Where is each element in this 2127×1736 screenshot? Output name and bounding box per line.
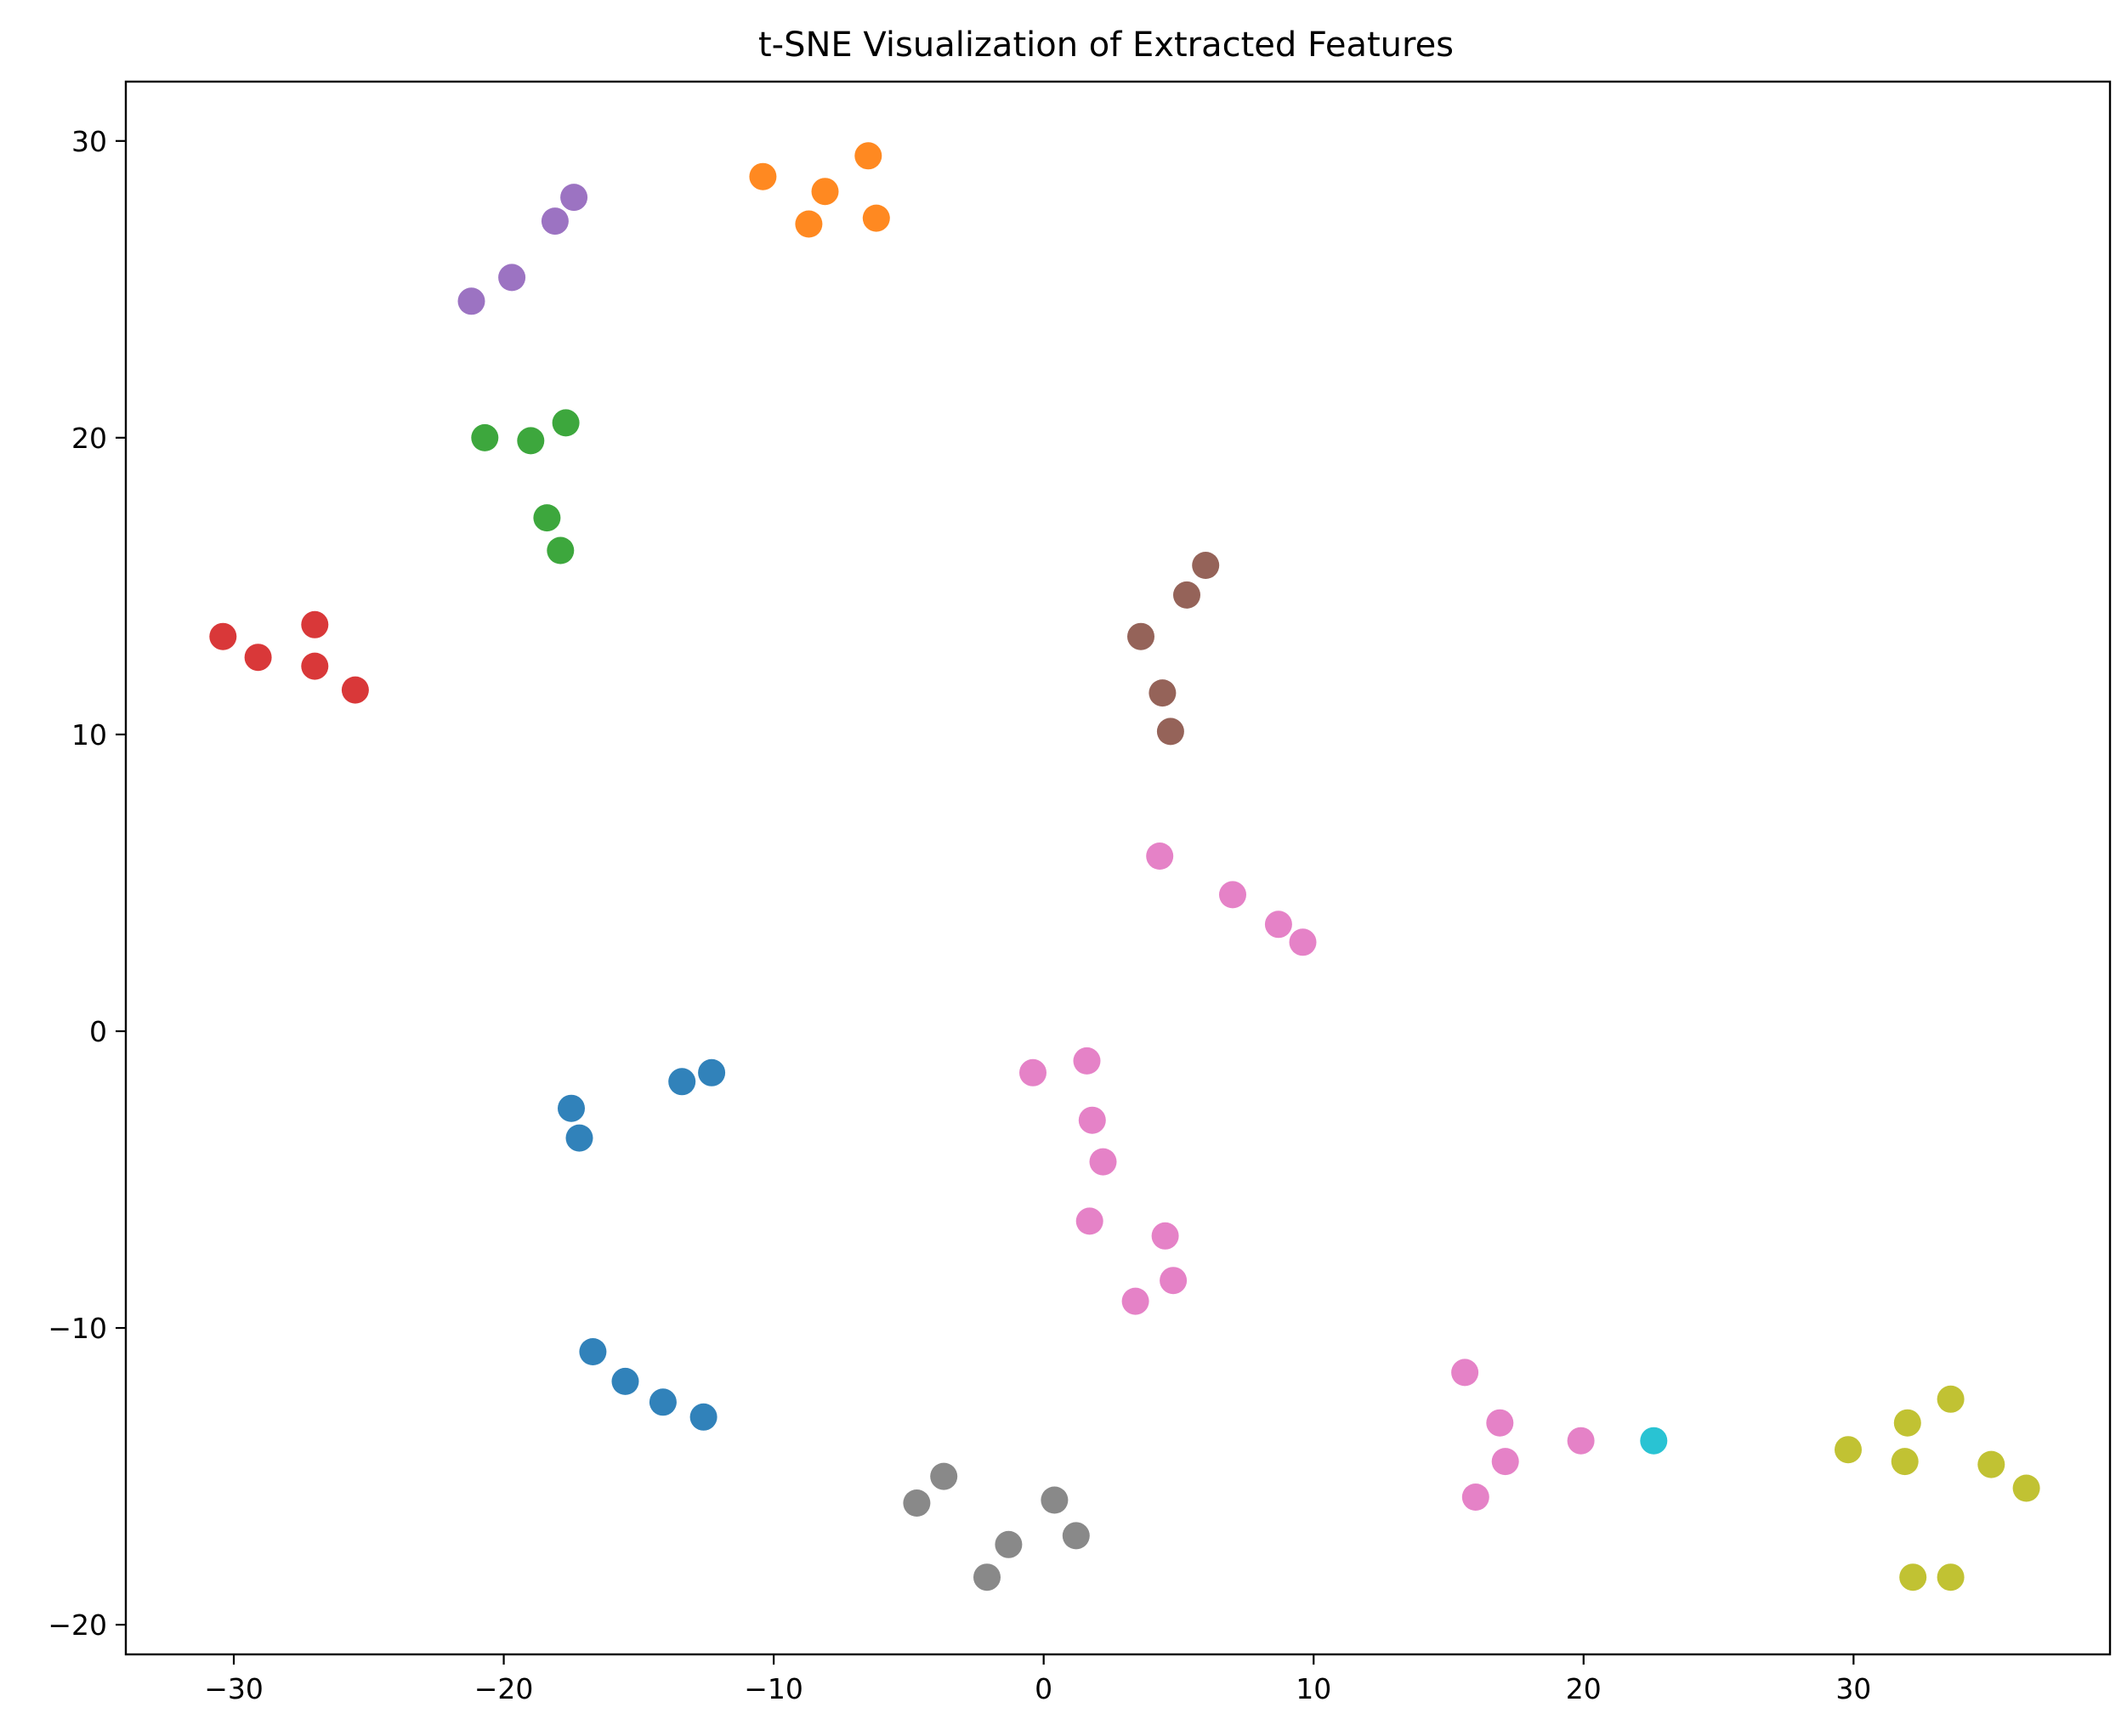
- data-points-layer: [209, 142, 2040, 1591]
- data-point: [1062, 1522, 1090, 1550]
- data-point: [1078, 1106, 1106, 1134]
- data-point: [1486, 1409, 1514, 1437]
- data-point: [862, 204, 890, 232]
- data-point: [698, 1058, 726, 1086]
- data-point: [1289, 928, 1317, 956]
- data-point: [579, 1338, 607, 1365]
- data-point: [1019, 1058, 1046, 1086]
- data-point: [565, 1124, 593, 1152]
- x-tick-label: 0: [1035, 1672, 1052, 1705]
- data-point: [903, 1489, 931, 1517]
- data-point: [301, 610, 329, 638]
- data-point: [1893, 1409, 1921, 1437]
- data-point: [1073, 1047, 1101, 1075]
- data-point: [1891, 1448, 1919, 1476]
- data-point: [1041, 1486, 1069, 1514]
- data-point: [1451, 1359, 1479, 1387]
- y-tick-label: −10: [48, 1312, 107, 1345]
- y-tick-label: 30: [71, 125, 107, 158]
- data-point: [471, 423, 499, 451]
- data-point: [1461, 1484, 1489, 1511]
- data-point: [1127, 622, 1154, 650]
- data-point: [811, 178, 839, 206]
- y-tick-label: 10: [71, 718, 107, 752]
- x-tick-label: −10: [744, 1672, 803, 1705]
- data-point: [1937, 1563, 1965, 1591]
- data-point: [668, 1068, 696, 1096]
- data-point: [1640, 1427, 1668, 1455]
- data-point: [995, 1530, 1023, 1558]
- x-tick-label: −30: [204, 1672, 264, 1705]
- data-point: [930, 1462, 958, 1490]
- data-point: [795, 210, 823, 238]
- data-point: [558, 1094, 585, 1122]
- data-point: [552, 409, 580, 437]
- data-point: [1491, 1448, 1519, 1476]
- data-point: [341, 676, 369, 704]
- data-point: [1835, 1436, 1862, 1464]
- data-point: [541, 207, 569, 235]
- data-point: [1173, 581, 1200, 609]
- data-point: [547, 536, 575, 564]
- data-point: [1219, 881, 1246, 909]
- data-point: [1567, 1427, 1595, 1455]
- data-point: [1156, 718, 1184, 746]
- data-point: [1977, 1450, 2005, 1478]
- data-point: [2012, 1474, 2040, 1502]
- data-point: [244, 644, 272, 672]
- data-point: [1146, 842, 1174, 870]
- x-tick-label: 20: [1566, 1672, 1602, 1705]
- data-point: [649, 1388, 677, 1416]
- x-tick-label: 30: [1835, 1672, 1871, 1705]
- y-tick-label: −20: [48, 1608, 107, 1642]
- data-point: [517, 427, 545, 455]
- chart-title: t-SNE Visualization of Extracted Feature…: [758, 26, 1454, 65]
- data-point: [973, 1563, 1001, 1591]
- y-tick-label: 20: [71, 422, 107, 455]
- x-tick-label: 10: [1296, 1672, 1331, 1705]
- data-point: [1160, 1267, 1188, 1295]
- data-point: [1899, 1563, 1927, 1591]
- plot-frame: [124, 80, 2112, 1656]
- data-point: [1149, 679, 1177, 707]
- data-point: [301, 652, 329, 680]
- data-point: [533, 504, 561, 532]
- data-point: [1192, 552, 1220, 579]
- y-tick-label: 0: [89, 1015, 107, 1048]
- data-point: [1121, 1287, 1149, 1315]
- data-point: [749, 162, 777, 190]
- data-point: [689, 1403, 718, 1431]
- data-point: [611, 1367, 639, 1395]
- data-point: [1264, 911, 1292, 939]
- data-point: [1151, 1222, 1179, 1250]
- data-point: [457, 287, 485, 315]
- data-point: [1075, 1207, 1103, 1235]
- x-tick-label: −20: [474, 1672, 534, 1705]
- data-point: [209, 622, 237, 650]
- data-point: [560, 184, 588, 212]
- data-point: [854, 142, 882, 170]
- data-point: [1937, 1385, 1965, 1413]
- data-point: [1089, 1148, 1117, 1176]
- data-point: [498, 264, 526, 292]
- axes-layer: −30 −20 −10 0 10 20 30 −20 −10 0 10 20 30: [48, 80, 2112, 1705]
